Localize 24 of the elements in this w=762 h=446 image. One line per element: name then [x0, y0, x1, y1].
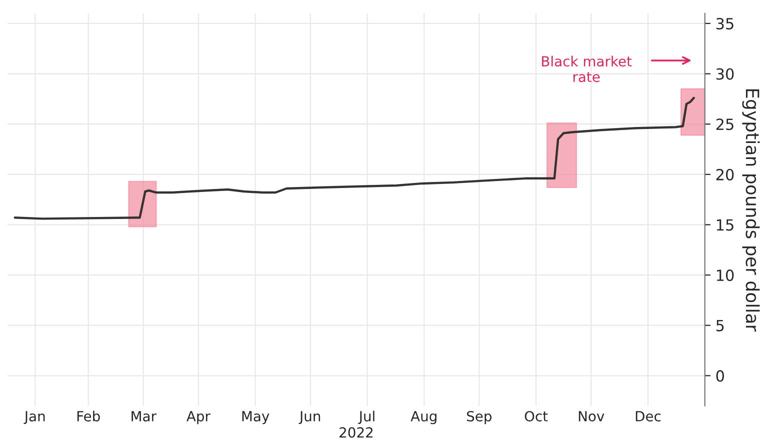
annotation: Black market rate	[542, 56, 632, 82]
x-tick-label: Aug	[410, 411, 436, 424]
line-series	[14, 96, 695, 220]
x-tick-label: Feb	[77, 410, 100, 422]
x-tick-label: Oct	[524, 410, 548, 422]
x-tick-label: Jun	[298, 411, 320, 424]
x-tick-label: Apr	[186, 411, 210, 424]
x-tick-label: Jul	[358, 410, 374, 424]
y-tick-label: 15	[716, 219, 734, 231]
x-tick-label: Jan	[24, 411, 45, 424]
y-tick-label: 10	[716, 270, 734, 282]
y-tick-label: 30	[716, 68, 734, 80]
y-tick-label: 20	[716, 168, 734, 180]
y-axis-title: Egyptian pounds per dollar	[742, 89, 760, 332]
y-tick-label: 25	[716, 118, 734, 130]
x-tick-label: Sep	[466, 410, 492, 424]
x-axis-title: 2022	[340, 427, 373, 438]
y-tick-label: 0	[716, 370, 724, 382]
x-tick-label: May	[242, 411, 270, 424]
x-tick-label: Dec	[636, 411, 661, 422]
x-tick-label: Mar	[132, 411, 156, 422]
x-tick-label: Nov	[578, 411, 604, 422]
y-tick-label: 35	[716, 18, 734, 30]
y-tick-label: 5	[716, 320, 724, 332]
